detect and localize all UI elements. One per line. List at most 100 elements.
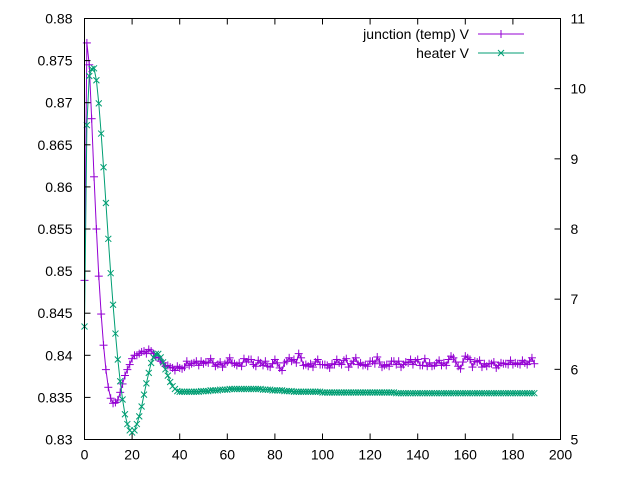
data-point-heater (450, 389, 457, 397)
data-point-heater (509, 389, 517, 397)
data-point-junction (442, 361, 451, 370)
data-point-junction (278, 366, 287, 375)
data-point-heater (523, 389, 531, 397)
x-tick-label: 100 (311, 447, 335, 463)
data-point-heater (228, 385, 236, 393)
data-point-heater (469, 389, 476, 397)
data-point-junction (194, 361, 203, 370)
data-point-heater (383, 389, 391, 396)
data-point-heater (321, 389, 329, 396)
data-point-heater (452, 389, 460, 397)
x-tick-label: 0 (81, 447, 89, 463)
data-point-heater (185, 388, 193, 396)
data-point-heater (85, 72, 93, 80)
data-point-heater (492, 389, 500, 397)
data-point-heater (233, 385, 241, 393)
data-point-heater (438, 389, 445, 397)
data-point-junction (106, 394, 115, 403)
data-point-heater (471, 389, 479, 397)
data-point-heater (319, 389, 326, 396)
data-point-heater (342, 389, 350, 396)
data-point-heater (252, 385, 260, 393)
data-point-heater (519, 389, 526, 397)
data-point-heater (309, 388, 317, 396)
data-point-junction (458, 358, 467, 367)
data-point-heater (376, 389, 383, 396)
data-point-heater (340, 389, 348, 396)
x-tick-label: 80 (267, 447, 283, 463)
y-tick-label: 0.84 (45, 347, 72, 363)
data-point-heater (164, 372, 172, 380)
series-layer (80, 38, 539, 436)
data-point-heater (307, 388, 314, 396)
data-point-junction (142, 349, 151, 358)
data-point-heater (242, 385, 250, 393)
data-point-junction (451, 358, 460, 367)
data-point-junction (113, 395, 122, 404)
data-point-heater (207, 387, 214, 394)
data-point-heater (240, 385, 248, 393)
data-point-junction (259, 361, 267, 370)
data-point-heater (490, 389, 498, 397)
data-point-junction (294, 349, 303, 358)
data-point-heater (361, 389, 369, 396)
data-point-junction (370, 359, 379, 368)
series-junction (80, 38, 539, 408)
data-point-junction (468, 363, 477, 372)
data-point-heater (459, 389, 467, 397)
data-point-heater (400, 389, 407, 397)
data-point-junction (216, 358, 225, 367)
data-point-heater (335, 389, 343, 396)
data-point-heater (157, 354, 165, 361)
data-point-heater (347, 389, 355, 396)
y-tick-label: 0.865 (37, 137, 72, 153)
data-point-heater (283, 387, 291, 395)
data-point-junction (116, 388, 125, 397)
x-tick-label: 180 (501, 447, 525, 463)
data-point-heater (88, 65, 95, 73)
data-point-junction (251, 362, 260, 371)
data-point-heater (514, 389, 522, 397)
data-point-heater (190, 388, 198, 396)
data-point-junction (342, 354, 351, 363)
data-point-junction (363, 362, 372, 371)
data-point-heater (404, 389, 412, 397)
data-point-heater (504, 389, 512, 397)
data-point-heater (366, 389, 374, 396)
data-point-heater (433, 389, 441, 397)
data-point-junction (325, 363, 334, 372)
data-point-heater (395, 389, 403, 397)
data-point-heater (95, 100, 103, 107)
y2-tick-label: 11 (571, 11, 586, 27)
data-point-junction (125, 360, 134, 369)
data-point-heater (133, 420, 141, 428)
data-point-junction (99, 341, 108, 350)
data-point-junction (527, 353, 536, 362)
x-tick-label: 40 (172, 447, 188, 463)
data-point-heater (385, 389, 393, 396)
data-point-heater (143, 380, 150, 387)
data-point-heater (290, 388, 298, 396)
data-point-heater (411, 389, 419, 397)
data-point-heater (197, 387, 205, 395)
x-tick-label: 60 (220, 447, 236, 463)
data-point-heater (150, 354, 157, 361)
data-point-junction (308, 363, 317, 372)
data-point-heater (116, 377, 124, 385)
data-point-heater (326, 389, 333, 396)
data-point-heater (530, 389, 538, 397)
ticks-layer: 0 20 40 60 80 100 120 140 160 180 200 0.83 0.835 0.84… (37, 11, 586, 463)
legend-label-junction: junction (temp) V (362, 26, 469, 42)
data-point-junction (123, 365, 132, 374)
data-point-heater (407, 389, 414, 397)
data-point-heater (357, 389, 364, 396)
data-point-heater (502, 389, 510, 397)
y-tick-label: 0.83 (45, 432, 72, 448)
data-point-junction (292, 358, 301, 367)
data-point-heater (181, 388, 188, 396)
data-point-heater (131, 427, 138, 434)
series-heater (81, 64, 538, 436)
data-point-heater (138, 403, 145, 410)
data-point-heater (402, 389, 410, 397)
data-point-heater (488, 389, 495, 397)
